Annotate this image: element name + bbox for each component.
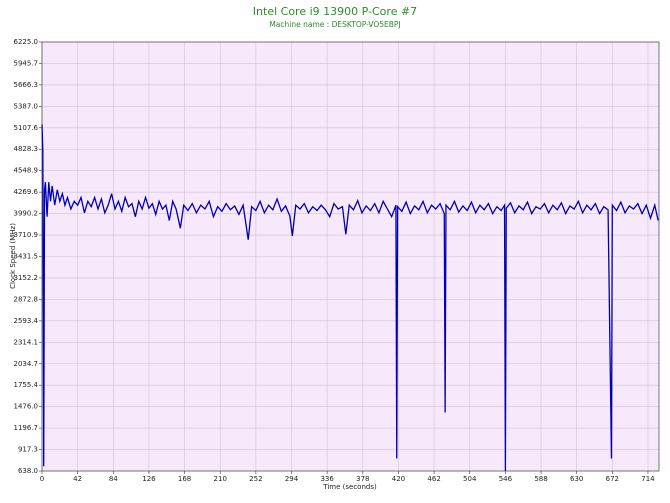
x-tick-label: 126 xyxy=(142,475,156,483)
y-tick-label: 4269.6 xyxy=(14,188,39,196)
x-tick-label: 630 xyxy=(570,475,583,483)
y-tick-label: 917.3 xyxy=(18,446,38,454)
y-tick-label: 3990.2 xyxy=(14,210,39,218)
chart-title: Intel Core i9 13900 P-Core #7 xyxy=(253,5,417,18)
data-line xyxy=(41,124,659,472)
y-tick-label: 5387.0 xyxy=(14,102,39,110)
x-tick-label: 420 xyxy=(392,475,405,483)
y-tick-label: 6225.0 xyxy=(14,38,39,46)
plot-border xyxy=(41,41,660,472)
y-tick-label: 2593.4 xyxy=(14,317,39,325)
x-tick-label: 504 xyxy=(463,475,477,483)
x-tick-label: 672 xyxy=(606,475,619,483)
y-tick-label: 4548.9 xyxy=(14,167,39,175)
x-tick-label: 210 xyxy=(214,475,227,483)
chart-subtitle: Machine name : DESKTOP-VO5EBPJ xyxy=(269,20,400,29)
y-axis-label: Clock Speed (MHz) xyxy=(9,223,17,289)
x-tick-label: 378 xyxy=(356,475,369,483)
x-tick-label: 588 xyxy=(534,475,547,483)
x-tick-label: 168 xyxy=(178,475,191,483)
y-tick-label: 638.0 xyxy=(18,467,38,475)
y-tick-label: 5945.7 xyxy=(14,59,39,67)
y-tick-label: 1476.0 xyxy=(14,403,39,411)
y-tick-label: 5107.6 xyxy=(14,124,39,132)
y-tick-label: 3431.5 xyxy=(14,253,39,261)
y-tick-label: 4828.3 xyxy=(14,145,39,153)
x-tick-label: 42 xyxy=(73,475,82,483)
y-tick-label: 1196.7 xyxy=(14,424,39,432)
y-tick-label: 3152.2 xyxy=(14,274,39,282)
x-tick-label: 84 xyxy=(109,475,118,483)
y-tick-label: 2034.7 xyxy=(14,360,39,368)
y-tick-label: 2314.1 xyxy=(14,338,39,346)
x-tick-label: 252 xyxy=(249,475,262,483)
x-tick-label: 336 xyxy=(320,475,334,483)
x-tick-label: 714 xyxy=(641,475,655,483)
y-tick-label: 1755.4 xyxy=(14,381,39,389)
x-tick-label: 546 xyxy=(499,475,513,483)
x-tick-label: 462 xyxy=(427,475,440,483)
y-tick-label: 3710.9 xyxy=(14,231,39,239)
y-tick-label: 5666.3 xyxy=(14,81,39,89)
y-tick-label: 2872.8 xyxy=(14,295,39,303)
x-tick-label: 0 xyxy=(40,475,44,483)
x-tick-label: 294 xyxy=(285,475,299,483)
x-axis-label: Time (seconds) xyxy=(322,483,377,491)
